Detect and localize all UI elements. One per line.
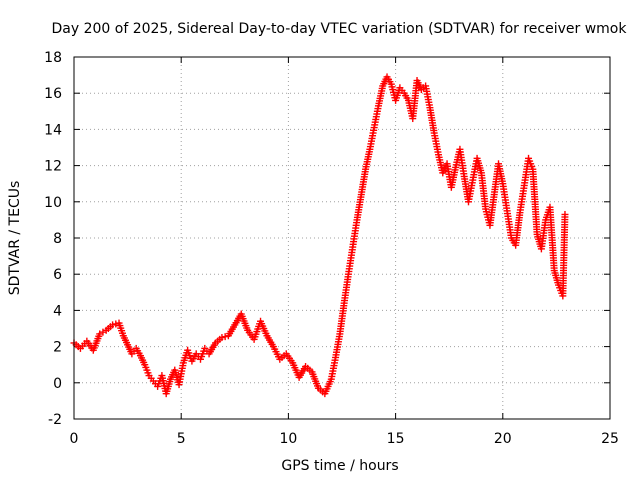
y-axis-label: SDTVAR / TECUs [7, 181, 23, 296]
x-tick-label: 20 [494, 431, 512, 447]
data-point [99, 328, 107, 336]
data-point [434, 148, 442, 156]
data-point [374, 105, 382, 113]
data-point [516, 211, 524, 219]
data-point [425, 101, 433, 109]
y-tick-label: 0 [53, 376, 62, 392]
data-point [468, 179, 476, 187]
y-tick-label: 2 [53, 340, 62, 356]
data-point [144, 369, 152, 377]
data-point [95, 332, 103, 340]
data-point [147, 374, 155, 382]
data-point [365, 148, 373, 156]
data-point [378, 84, 386, 92]
data-point [477, 166, 485, 174]
data-point [268, 340, 276, 348]
data-point [287, 357, 295, 365]
data-point [344, 273, 352, 281]
y-tick-label: 16 [44, 86, 62, 102]
data-point [561, 213, 569, 221]
data-point [460, 170, 468, 178]
data-point [507, 231, 515, 239]
y-tick-label: 10 [44, 195, 62, 211]
data-point [123, 339, 131, 347]
data-point [166, 378, 174, 386]
data-point [498, 177, 506, 185]
data-point [370, 126, 378, 134]
y-tick-label: -2 [48, 412, 62, 428]
chart-title: Day 200 of 2025, Sidereal Day-to-day VTE… [52, 21, 628, 37]
data-point [243, 324, 251, 332]
x-axis-label: GPS time / hours [281, 458, 398, 474]
data-point [335, 333, 343, 341]
y-tick-label: 18 [44, 50, 62, 66]
tick-labels: 0 5 10 15 20 25 -2 0 2 4 6 8 10 12 14 16 18 [44, 50, 619, 447]
plot-frame [73, 56, 611, 420]
data-point [503, 204, 511, 212]
data-point [112, 320, 120, 328]
y-tick-label: 8 [53, 231, 62, 247]
data-point [331, 356, 339, 364]
y-tick-label: 12 [44, 159, 62, 175]
data-point [353, 219, 361, 227]
data-point [528, 163, 536, 171]
y-tick-label: 6 [53, 267, 62, 283]
data-point [357, 193, 365, 201]
data-point [306, 366, 314, 374]
data-point [361, 168, 369, 176]
data-point [262, 329, 270, 337]
data-series-sdtvar [70, 73, 569, 398]
x-tick-label: 10 [279, 431, 297, 447]
data-point [275, 353, 283, 361]
x-tick-label: 25 [601, 431, 619, 447]
data-point [135, 349, 143, 357]
y-tick-label: 14 [44, 122, 62, 138]
x-tick-label: 5 [177, 431, 186, 447]
data-point [386, 78, 394, 86]
data-point [340, 302, 348, 310]
data-point [210, 341, 218, 349]
data-point [106, 323, 114, 331]
grid-layer [74, 57, 610, 419]
data-point [326, 378, 334, 386]
x-tick-label: 15 [387, 431, 405, 447]
data-point [403, 94, 411, 102]
data-point [398, 86, 406, 94]
data-point [216, 335, 224, 343]
data-point [179, 362, 187, 370]
data-point [230, 323, 238, 331]
data-point [313, 382, 321, 390]
data-point [140, 358, 148, 366]
data-point [118, 329, 126, 337]
data-point [520, 184, 528, 192]
data-point [348, 246, 356, 254]
y-tick-label: 4 [53, 303, 62, 319]
data-point [430, 126, 438, 134]
data-point [451, 166, 459, 174]
data-point [481, 202, 489, 210]
data-point [550, 264, 558, 272]
data-point [221, 333, 229, 341]
x-tick-label: 0 [70, 431, 79, 447]
data-point [533, 228, 541, 236]
data-point [490, 193, 498, 201]
